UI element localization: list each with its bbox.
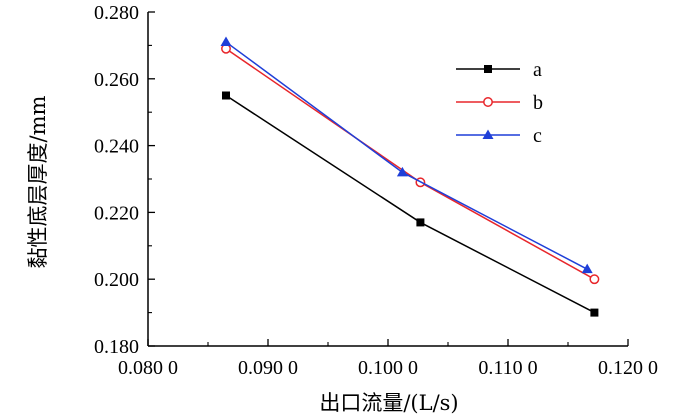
- legend-item-b: b: [456, 92, 543, 114]
- series-group: [220, 36, 600, 317]
- y-axis-label: 黏性底层厚度/mm: [26, 95, 50, 268]
- y-tick-label: 0.220: [94, 202, 139, 224]
- series-c: [220, 36, 593, 274]
- y-tick-label: 0.200: [94, 269, 139, 291]
- x-tick-label: 0.120 0: [598, 357, 658, 379]
- x-axis-label: 出口流量/(L/s): [319, 391, 458, 415]
- data-point-c: [581, 263, 593, 274]
- x-tick-label: 0.080 0: [118, 357, 178, 379]
- y-tick-label: 0.240: [94, 136, 139, 158]
- plot-axes: [147, 12, 628, 347]
- data-point-a: [222, 91, 230, 100]
- y-axis-ticks: 0.180 0.200 0.220 0.240 0.260 0.280: [94, 2, 155, 358]
- legend-label: c: [533, 125, 542, 147]
- legend-marker: [484, 65, 492, 73]
- data-point-c: [220, 36, 232, 47]
- legend-marker: [482, 129, 494, 139]
- legend-item-a: a: [456, 59, 542, 81]
- x-tick-label: 0.090 0: [238, 357, 298, 379]
- data-point-b: [589, 274, 600, 285]
- x-tick-label: 0.100 0: [358, 357, 418, 379]
- y-tick-label: 0.180: [94, 336, 139, 358]
- legend: abc: [456, 59, 543, 147]
- legend-label: a: [533, 59, 542, 81]
- legend-marker: [483, 97, 493, 107]
- series-a: [222, 91, 599, 317]
- data-point-c: [396, 166, 408, 177]
- data-point-a: [416, 218, 425, 227]
- legend-item-c: c: [456, 125, 542, 147]
- x-axis-ticks: 0.080 0 0.090 0 0.100 0 0.110 0 0.120 0: [118, 339, 658, 379]
- x-tick-label: 0.110 0: [478, 357, 537, 379]
- y-tick-label: 0.280: [94, 2, 139, 24]
- legend-label: b: [533, 92, 543, 114]
- data-point-a: [590, 308, 599, 317]
- y-tick-label: 0.260: [94, 69, 139, 91]
